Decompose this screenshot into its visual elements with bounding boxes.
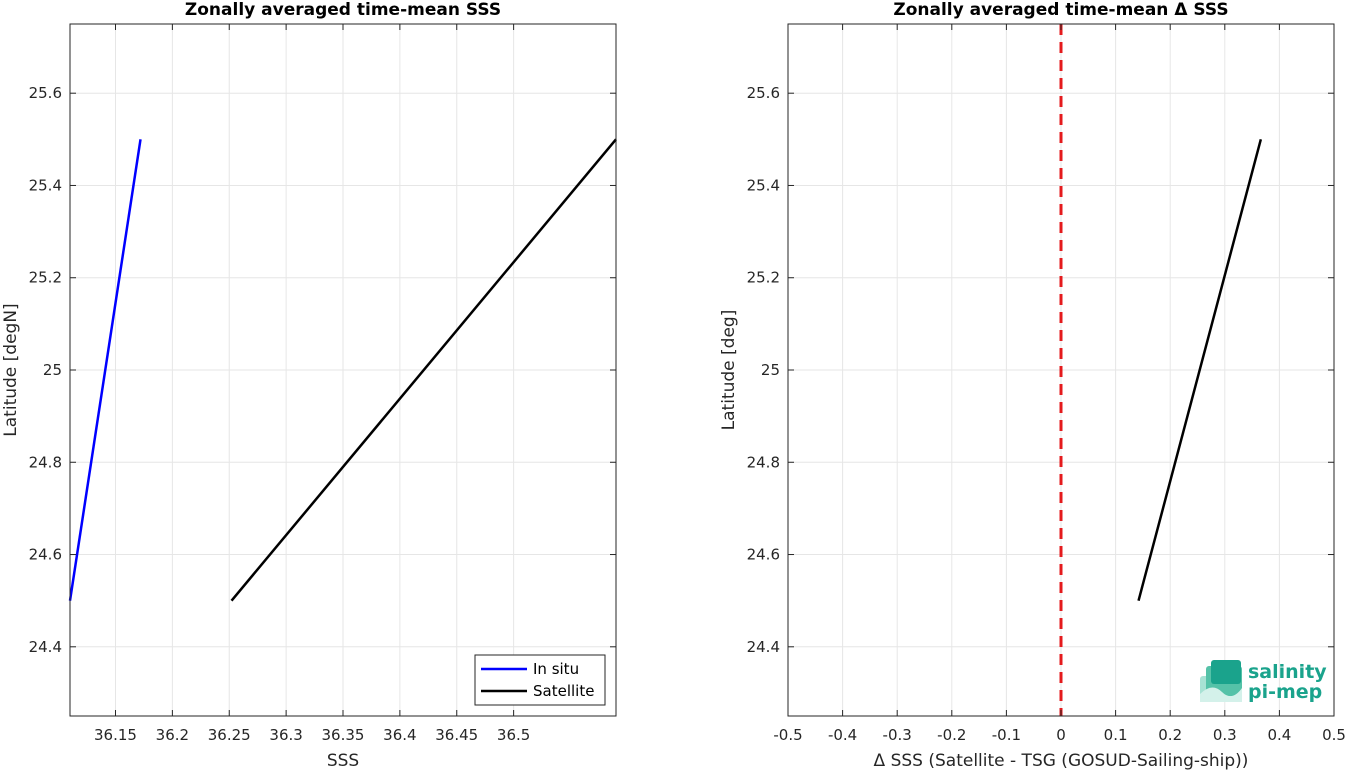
panel-sss: Zonally averaged time-mean SSS SSS Latit…	[1, 0, 617, 770]
panel-sss-x-tick-label: 36.35	[322, 726, 365, 744]
panel-delta-sss-x-tick-label: -0.1	[992, 726, 1021, 744]
panel-delta-sss-x-tick-label: 0.4	[1267, 726, 1291, 744]
panel-delta-sss-y-tick-label: 24.8	[747, 453, 780, 471]
panel-sss-legend-box	[474, 654, 606, 706]
panel-delta-sss-y-tick-label: 24.6	[747, 546, 780, 564]
panel-delta-sss-y-tick-label: 25	[761, 361, 780, 379]
panel-delta-sss-x-tick-label: 0.3	[1213, 726, 1237, 744]
panel-sss-x-tick-label: 36.3	[269, 726, 302, 744]
panel-sss-series-satellite-line	[230, 138, 617, 602]
panel-sss-y-tick-label: 25.2	[29, 269, 62, 287]
panel-sss-y-tick-label: 25.4	[29, 176, 62, 194]
panel-sss-ylabel: Latitude [degN]	[1, 303, 21, 436]
panel-sss-x-tick-label: 36.15	[94, 726, 137, 744]
panel-sss-title: Zonally averaged time-mean SSS	[185, 0, 501, 20]
panel-sss-series-in-situ-line	[68, 139, 142, 601]
panel-sss-y-tick-label: 24.6	[29, 546, 62, 564]
panel-sss-y-tick-label: 24.4	[29, 638, 62, 656]
logo-line2: pi-mep	[1248, 681, 1322, 703]
panel-sss-y-tick-label: 25.6	[29, 84, 62, 102]
panel-delta-sss-y-tick-label: 25.6	[747, 84, 780, 102]
panel-sss-x-tick-label: 36.45	[435, 726, 478, 744]
panel-sss-x-tick-label: 36.25	[208, 726, 251, 744]
panel-delta-sss-ylabel: Latitude [deg]	[719, 310, 739, 431]
panel-sss-x-tick-label: 36.4	[383, 726, 416, 744]
panel-delta-sss: Zonally averaged time-mean Δ SSS Δ SSS (…	[719, 0, 1346, 770]
panel-delta-sss-x-tick-label: -0.4	[828, 726, 857, 744]
salinity-pi-mep-logo: salinity pi-mep	[1200, 660, 1327, 703]
panel-sss-y-tick-label: 24.8	[29, 453, 62, 471]
panel-sss-legend-label-in-situ: In situ	[533, 660, 579, 678]
panel-sss-x-tick-label: 36.2	[156, 726, 189, 744]
panel-delta-sss-x-tick-label: 0.5	[1322, 726, 1346, 744]
panel-delta-sss-x-tick-label: -0.5	[773, 726, 802, 744]
panel-sss-legend-label-satellite: Satellite	[533, 682, 594, 700]
panel-delta-sss-title: Zonally averaged time-mean Δ SSS	[893, 0, 1228, 20]
logo-line1: salinity	[1248, 661, 1327, 683]
panel-delta-sss-y-tick-label: 25.4	[747, 176, 780, 194]
panel-sss-xlabel: SSS	[327, 751, 359, 770]
panel-sss-y-tick-label: 25	[43, 361, 62, 379]
panel-delta-sss-x-tick-label: -0.3	[883, 726, 912, 744]
panel-delta-sss-xlabel: Δ SSS (Satellite - TSG (GOSUD-Sailing-sh…	[874, 751, 1249, 770]
panel-delta-sss-x-tick-label: 0	[1056, 726, 1066, 744]
panel-sss-x-tick-label: 36.5	[497, 726, 530, 744]
panel-delta-sss-x-tick-label: 0.1	[1104, 726, 1128, 744]
panel-delta-sss-x-tick-label: 0.2	[1158, 726, 1182, 744]
logo-wave-icon	[1200, 660, 1242, 702]
panel-delta-sss-series-delta-line	[1137, 139, 1263, 601]
panel-delta-sss-y-tick-label: 25.2	[747, 269, 780, 287]
panel-delta-sss-x-tick-label: -0.2	[937, 726, 966, 744]
panel-delta-sss-y-tick-label: 24.4	[747, 638, 780, 656]
panel-sss-legend: In situ Satellite	[474, 654, 606, 706]
